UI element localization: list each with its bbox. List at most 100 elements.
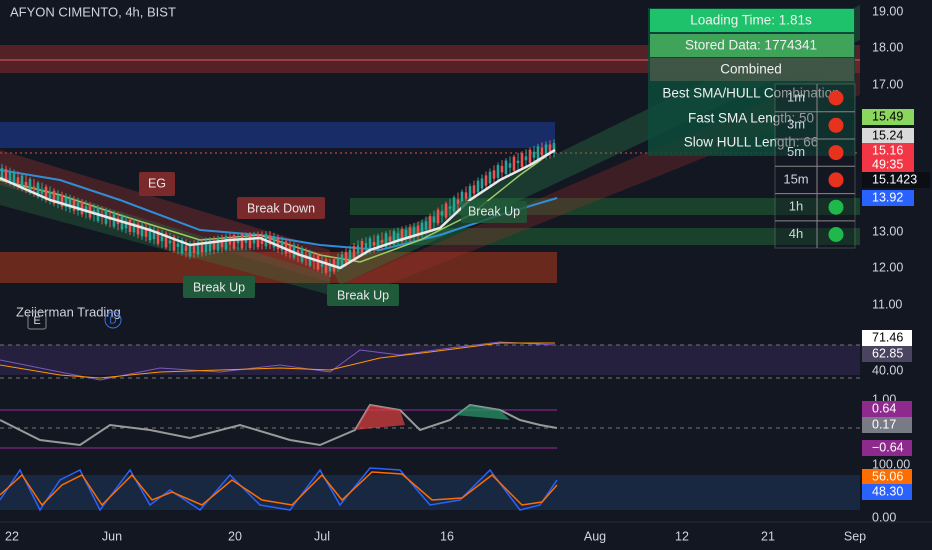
- ma-white: [0, 148, 556, 270]
- tf-label: 1m: [787, 89, 805, 104]
- candle-body: [148, 227, 152, 241]
- price-badge-label: 15.49: [872, 109, 903, 123]
- price-tick-label: 11.00: [872, 297, 902, 311]
- candle-body: [468, 186, 472, 199]
- candle-body: [144, 227, 148, 237]
- candle-body: [272, 236, 276, 248]
- candle-body: [184, 245, 188, 252]
- break-up-box: [461, 201, 527, 223]
- info-text: Fast SMA Length: 50: [688, 111, 814, 126]
- candle-body: [168, 240, 172, 244]
- price-badge-label: 15.24: [872, 128, 903, 142]
- price-tick-label: 13.00: [872, 224, 903, 238]
- tf-label: 5m: [787, 144, 805, 159]
- time-tick-label: Jun: [102, 529, 122, 543]
- candle-body: [408, 227, 412, 239]
- candle-body: [40, 189, 44, 194]
- price-badge: [862, 128, 914, 144]
- info-text: Best SMA/HULL Combination: [662, 86, 839, 101]
- indicator-tick-label: 0.17: [872, 417, 896, 431]
- indicator-badge: [862, 330, 912, 346]
- candle-body: [132, 222, 136, 233]
- candle-body: [528, 149, 532, 164]
- indicator-badge: [862, 401, 912, 417]
- candle-body: [424, 221, 428, 230]
- indicator-tick-label: −0.64: [872, 440, 904, 454]
- candle-body: [32, 186, 36, 189]
- tf-status-down: [828, 117, 844, 133]
- time-tick-label: Jul: [314, 529, 330, 543]
- price-badge: [862, 157, 914, 173]
- candle-body: [484, 175, 488, 186]
- time-tick-label: Aug: [584, 529, 606, 543]
- candle-body: [508, 163, 512, 168]
- candle-body: [548, 144, 552, 155]
- indicator-tick-label: 48.30: [872, 484, 903, 498]
- candle-body: [496, 165, 500, 178]
- break-up-label: Break Up: [193, 280, 245, 294]
- candle-body: [348, 249, 352, 260]
- candle-body: [284, 241, 288, 254]
- ma-blue: [0, 169, 558, 252]
- candle-body: [464, 192, 468, 199]
- candle-body: [56, 195, 60, 204]
- icon-d: D: [109, 316, 116, 327]
- candle-body: [476, 180, 480, 193]
- candle-body: [412, 226, 416, 237]
- blue-zone: [0, 122, 555, 148]
- candle-body: [524, 156, 528, 161]
- candle-body: [212, 240, 216, 250]
- candle-body: [392, 231, 396, 245]
- candle-body: [216, 238, 220, 251]
- indicator-badge: [862, 484, 912, 500]
- break-up-box: [327, 284, 399, 306]
- indicator-tick-label: 56.06: [872, 469, 903, 483]
- candle-body: [124, 220, 128, 229]
- candle-body: [492, 170, 496, 179]
- info-row-bg: [650, 58, 854, 81]
- candle-body: [64, 197, 68, 208]
- candle-body: [188, 243, 192, 257]
- candle-body: [44, 186, 48, 201]
- candle-body: [80, 201, 84, 215]
- indicator-badge: [862, 417, 912, 433]
- support-zone: [0, 252, 557, 283]
- candle-body: [192, 245, 196, 253]
- info-panel: [648, 8, 855, 156]
- candle-body: [76, 202, 80, 211]
- candle-body: [160, 236, 164, 242]
- candle-body: [388, 236, 392, 242]
- candle-body: [360, 240, 364, 254]
- rsi-ma: [0, 342, 555, 379]
- time-tick-label: Sep: [844, 529, 866, 543]
- candle-body: [252, 238, 256, 244]
- candle-body: [136, 223, 140, 235]
- candle-body: [164, 233, 168, 248]
- indicator-badge: [862, 469, 912, 485]
- candle-body: [0, 167, 4, 178]
- tf-status-down: [828, 172, 844, 188]
- candle-body: [416, 225, 420, 236]
- candle-body: [316, 255, 320, 270]
- tf-label: 1h: [789, 199, 803, 214]
- candle-body: [60, 194, 64, 207]
- price-badge-label: 15.16: [872, 143, 903, 157]
- green-zone: [350, 228, 860, 245]
- candle-body: [156, 230, 160, 244]
- candle-body: [244, 239, 248, 243]
- candle-body: [196, 242, 200, 255]
- break-up-label: Break Up: [337, 288, 389, 302]
- indicator-badge: [862, 346, 912, 362]
- candle-body: [48, 192, 52, 199]
- candle-body: [368, 238, 372, 252]
- break-up-label: Break Up: [468, 204, 520, 218]
- info-row-bg: [650, 34, 854, 57]
- indicator-tick-label: 71.46: [872, 330, 903, 344]
- osc-fill: [455, 405, 510, 420]
- candle-body: [256, 233, 260, 248]
- price-tick-label: 19.00: [872, 4, 903, 18]
- candle-body: [232, 234, 236, 249]
- candle-body: [248, 234, 252, 248]
- eg-label: EG: [148, 176, 166, 190]
